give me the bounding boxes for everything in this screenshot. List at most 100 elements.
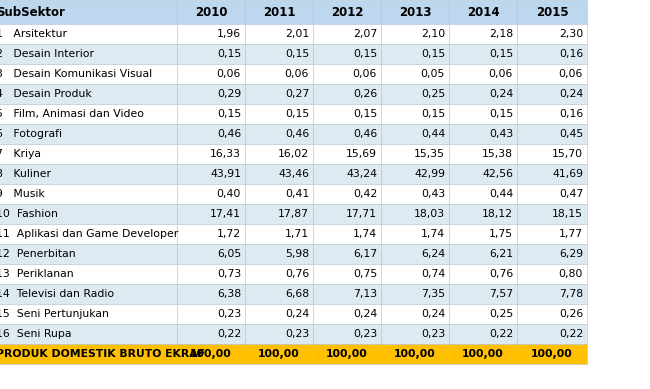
Bar <box>313 324 381 344</box>
Text: 2,30: 2,30 <box>559 29 583 39</box>
Bar <box>381 124 449 144</box>
Text: 12  Penerbitan: 12 Penerbitan <box>0 249 75 259</box>
Bar <box>0 184 177 204</box>
Text: 0,24: 0,24 <box>421 309 445 319</box>
Bar <box>0 164 177 184</box>
Text: 0,29: 0,29 <box>216 89 241 99</box>
Text: 6   Fotografi: 6 Fotografi <box>0 129 62 139</box>
Text: 41,69: 41,69 <box>552 169 583 179</box>
Text: 0,06: 0,06 <box>285 69 309 79</box>
Bar <box>517 0 587 24</box>
Text: 0,22: 0,22 <box>559 329 583 339</box>
Bar <box>381 44 449 64</box>
Bar <box>449 164 517 184</box>
Text: 7,57: 7,57 <box>489 289 513 299</box>
Text: 17,71: 17,71 <box>346 209 377 219</box>
Bar <box>177 204 245 224</box>
Bar <box>245 84 313 104</box>
Bar <box>449 144 517 164</box>
Text: 0,22: 0,22 <box>216 329 241 339</box>
Text: 42,56: 42,56 <box>482 169 513 179</box>
Bar <box>313 164 381 184</box>
Bar <box>245 24 313 44</box>
Bar <box>449 64 517 84</box>
Bar <box>245 184 313 204</box>
Bar <box>0 64 177 84</box>
Bar <box>381 144 449 164</box>
Bar <box>313 344 381 364</box>
Text: 0,15: 0,15 <box>353 109 377 119</box>
Bar <box>381 184 449 204</box>
Text: 0,73: 0,73 <box>216 269 241 279</box>
Bar <box>449 44 517 64</box>
Text: 6,24: 6,24 <box>421 249 445 259</box>
Text: 16,02: 16,02 <box>278 149 309 159</box>
Bar <box>313 44 381 64</box>
Bar <box>177 224 245 244</box>
Text: 0,23: 0,23 <box>216 309 241 319</box>
Text: 0,15: 0,15 <box>216 49 241 59</box>
Bar <box>177 144 245 164</box>
Text: 15,69: 15,69 <box>346 149 377 159</box>
Bar <box>313 24 381 44</box>
Text: 0,24: 0,24 <box>489 89 513 99</box>
Bar <box>381 84 449 104</box>
Bar <box>313 224 381 244</box>
Bar <box>517 124 587 144</box>
Bar <box>245 224 313 244</box>
Bar <box>0 144 177 164</box>
Text: 0,76: 0,76 <box>489 269 513 279</box>
Bar <box>245 204 313 224</box>
Bar <box>381 24 449 44</box>
Text: 1,77: 1,77 <box>559 229 583 239</box>
Bar <box>245 104 313 124</box>
Bar <box>245 124 313 144</box>
Text: 0,74: 0,74 <box>421 269 445 279</box>
Bar <box>517 344 587 364</box>
Text: 0,27: 0,27 <box>285 89 309 99</box>
Text: 0,24: 0,24 <box>559 89 583 99</box>
Bar <box>449 224 517 244</box>
Bar <box>0 344 177 364</box>
Text: 2013: 2013 <box>398 5 431 19</box>
Bar <box>313 124 381 144</box>
Text: 8   Kuliner: 8 Kuliner <box>0 169 51 179</box>
Bar <box>381 244 449 264</box>
Bar <box>449 184 517 204</box>
Text: 10  Fashion: 10 Fashion <box>0 209 58 219</box>
Bar <box>245 144 313 164</box>
Text: 1   Arsitektur: 1 Arsitektur <box>0 29 67 39</box>
Text: 0,05: 0,05 <box>421 69 445 79</box>
Bar <box>517 284 587 304</box>
Bar <box>381 64 449 84</box>
Text: 1,71: 1,71 <box>285 229 309 239</box>
Text: 0,24: 0,24 <box>285 309 309 319</box>
Text: 0,46: 0,46 <box>285 129 309 139</box>
Text: 0,15: 0,15 <box>489 49 513 59</box>
Text: 0,15: 0,15 <box>421 49 445 59</box>
Bar <box>177 244 245 264</box>
Text: 100,00: 100,00 <box>326 349 368 359</box>
Text: 1,75: 1,75 <box>489 229 513 239</box>
Text: 43,24: 43,24 <box>346 169 377 179</box>
Bar <box>313 284 381 304</box>
Bar <box>517 304 587 324</box>
Text: PRODUK DOMESTIK BRUTO EKRAF: PRODUK DOMESTIK BRUTO EKRAF <box>0 349 205 359</box>
Text: 7,13: 7,13 <box>353 289 377 299</box>
Text: 0,15: 0,15 <box>285 49 309 59</box>
Text: 6,68: 6,68 <box>285 289 309 299</box>
Text: 2011: 2011 <box>263 5 295 19</box>
Text: 5,98: 5,98 <box>285 249 309 259</box>
Bar <box>313 84 381 104</box>
Text: 100,00: 100,00 <box>394 349 436 359</box>
Bar <box>449 344 517 364</box>
Text: 0,76: 0,76 <box>285 269 309 279</box>
Text: 18,15: 18,15 <box>552 209 583 219</box>
Bar <box>177 164 245 184</box>
Text: 0,15: 0,15 <box>421 109 445 119</box>
Bar <box>517 204 587 224</box>
Text: 0,80: 0,80 <box>558 269 583 279</box>
Text: 1,74: 1,74 <box>353 229 377 239</box>
Text: 16,33: 16,33 <box>210 149 241 159</box>
Bar <box>517 324 587 344</box>
